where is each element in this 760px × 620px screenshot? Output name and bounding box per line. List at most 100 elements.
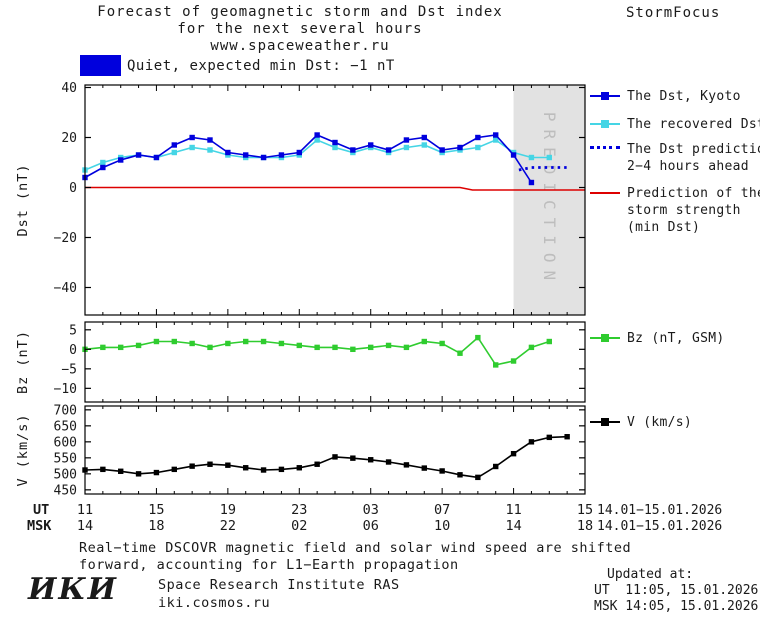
v-marker bbox=[510, 450, 517, 457]
dst-recovered-marker bbox=[189, 144, 195, 151]
dst-recovered-marker bbox=[100, 159, 106, 166]
v-marker bbox=[153, 469, 160, 476]
legend-item-storm-prediction: Prediction of the storm strength (min Ds… bbox=[590, 185, 760, 236]
legend-label: Bz (nT, GSM) bbox=[627, 330, 725, 347]
bz-marker bbox=[332, 344, 338, 351]
v-marker bbox=[368, 457, 374, 463]
ut-row-label: UT bbox=[33, 502, 49, 518]
bz-marker bbox=[171, 338, 177, 345]
series-dst-kyoto bbox=[84, 134, 533, 183]
square-marker-icon bbox=[601, 120, 609, 128]
legend-label: The Dst, Kyoto bbox=[627, 88, 741, 105]
v-marker bbox=[493, 463, 499, 470]
institute-name: Space Research Institute RAS bbox=[158, 577, 400, 593]
series-storm-prediction bbox=[85, 186, 585, 191]
v-marker bbox=[243, 465, 249, 471]
dst-kyoto-marker bbox=[421, 134, 427, 141]
dst-kyoto-marker bbox=[296, 149, 302, 156]
v-marker bbox=[171, 466, 177, 473]
dst-kyoto-marker bbox=[332, 139, 338, 146]
legend-label-text: storm strength bbox=[627, 203, 741, 218]
v-marker bbox=[207, 461, 213, 467]
msk-date-range: 14.01−15.01.2026 bbox=[597, 519, 722, 534]
bz-marker bbox=[135, 342, 142, 349]
dst-kyoto-marker bbox=[403, 137, 410, 143]
title-line-1: Forecast of geomagnetic storm and Dst in… bbox=[97, 4, 503, 20]
updated-ut-time: UT 11:05, 15.01.2026 bbox=[594, 583, 759, 598]
legend-label: Prediction of the storm strength (min Ds… bbox=[627, 185, 760, 236]
footnote-line-2: forward, accounting for L1−Earth propaga… bbox=[79, 557, 459, 573]
footnote-line-1: Real−time DSCOVR magnetic field and sola… bbox=[79, 540, 632, 556]
dst-kyoto-marker bbox=[207, 137, 213, 143]
dst-kyoto-marker bbox=[368, 142, 374, 148]
msk-tick-label: 22 bbox=[220, 518, 236, 534]
dst-prediction-swatch-icon bbox=[590, 142, 620, 156]
iki-logo: ИКИ bbox=[28, 572, 118, 607]
v-marker bbox=[350, 455, 356, 461]
y-tick-label: 20 bbox=[61, 131, 77, 146]
v-marker bbox=[100, 466, 106, 473]
legend-item-dst-prediction: The Dst prediction 2−4 hours ahead bbox=[590, 141, 760, 175]
legend-item-dst-kyoto: The Dst, Kyoto bbox=[590, 88, 741, 105]
square-marker-icon bbox=[601, 334, 609, 342]
bz-marker bbox=[153, 338, 160, 345]
y-tick-label: 5 bbox=[69, 323, 77, 338]
square-marker-icon bbox=[601, 92, 609, 100]
msk-tick-label: 18 bbox=[148, 518, 164, 534]
y-axis-label: V (km/s) bbox=[15, 413, 31, 486]
v-marker bbox=[296, 465, 302, 471]
y-tick-label: 600 bbox=[54, 435, 77, 450]
v-marker bbox=[564, 434, 570, 440]
msk-row-label: MSK bbox=[27, 518, 52, 534]
v-marker bbox=[546, 434, 552, 441]
legend-label: The recovered Dst bbox=[627, 116, 760, 133]
prediction-band bbox=[513, 85, 585, 315]
bz-marker bbox=[439, 340, 445, 347]
y-tick-label: 0 bbox=[69, 343, 77, 358]
v-marker bbox=[421, 465, 427, 471]
bz-marker bbox=[243, 338, 249, 345]
v-marker bbox=[189, 463, 195, 469]
legend-item-v: V (km/s) bbox=[590, 414, 692, 431]
dst-kyoto-marker bbox=[475, 134, 481, 141]
title-line-3: www.spaceweather.ru bbox=[210, 38, 390, 54]
legend-label: The Dst prediction 2−4 hours ahead bbox=[627, 141, 760, 175]
y-tick-label: −40 bbox=[54, 281, 77, 296]
dst-recovered-marker bbox=[403, 144, 410, 151]
title-line-2: for the next several hours bbox=[177, 21, 423, 37]
dst-kyoto-marker bbox=[457, 144, 463, 151]
legend-label-text: 2−4 hours ahead bbox=[627, 159, 749, 174]
dst-recovered-swatch-icon bbox=[590, 117, 620, 131]
y-tick-label: 550 bbox=[54, 451, 77, 466]
legend-label-text: The Dst prediction bbox=[627, 142, 760, 157]
dst-kyoto-marker bbox=[189, 134, 195, 141]
legend-label-text: Prediction of the bbox=[627, 186, 760, 201]
prediction-band-label: PREDICTION bbox=[540, 112, 559, 288]
v-marker bbox=[528, 439, 535, 445]
ut-tick-label: 15 bbox=[148, 502, 164, 518]
status-text: Quiet, expected min Dst: −1 nT bbox=[127, 58, 395, 74]
y-axis-label: Dst (nT) bbox=[15, 163, 31, 236]
ut-tick-label: 11 bbox=[77, 502, 93, 518]
v-swatch-icon bbox=[590, 415, 620, 429]
dst-recovered-marker bbox=[421, 142, 427, 148]
bz-marker bbox=[385, 342, 392, 349]
dst-kyoto-marker bbox=[118, 157, 124, 163]
quiet-level-swatch bbox=[80, 55, 121, 76]
bz-marker bbox=[457, 350, 463, 356]
ut-tick-label: 15 bbox=[577, 502, 593, 518]
msk-tick-label: 14 bbox=[77, 518, 93, 534]
dst-kyoto-marker bbox=[225, 149, 231, 156]
dst-kyoto-marker bbox=[153, 154, 160, 161]
dst-recovered-marker bbox=[475, 144, 481, 151]
series-dst-prediction bbox=[518, 166, 568, 172]
bz-marker bbox=[278, 340, 285, 347]
updated-at-label: Updated at: bbox=[607, 567, 694, 582]
dst-recovered-marker bbox=[528, 154, 535, 161]
bz-marker bbox=[528, 344, 535, 351]
v-marker bbox=[135, 471, 142, 477]
dst-kyoto-marker bbox=[135, 152, 142, 158]
legend-label-text: The recovered Dst bbox=[627, 117, 760, 132]
updated-msk-time: MSK 14:05, 15.01.2026 bbox=[594, 599, 759, 614]
